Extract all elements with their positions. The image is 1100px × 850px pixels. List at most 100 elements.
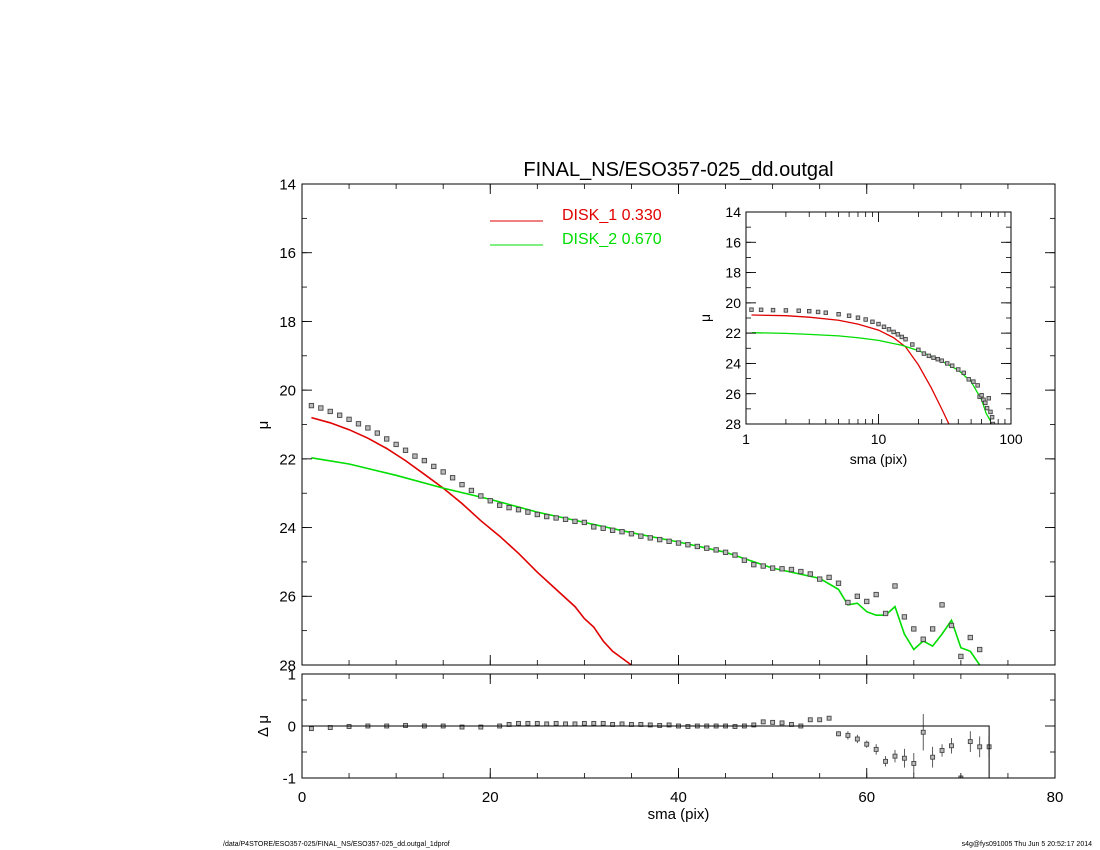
inset-y-axis-label: μ [697, 314, 713, 322]
data-point [741, 557, 748, 563]
y-tick-label: 28 [725, 416, 741, 432]
data-point [977, 744, 983, 750]
data-point [854, 736, 860, 742]
data-point [854, 593, 860, 599]
data-point [544, 513, 550, 520]
data-point [572, 721, 578, 727]
x-tick-label: 40 [670, 789, 687, 806]
data-point [591, 720, 597, 726]
data-point [979, 393, 984, 398]
data-point [412, 453, 418, 459]
y-axis-label: μ [255, 421, 272, 430]
data-point [971, 379, 976, 384]
legend-label: DISK_2 0.670 [562, 231, 662, 248]
data-point [308, 726, 314, 732]
data-point [967, 739, 973, 745]
data-point [966, 377, 971, 382]
data-point [581, 519, 588, 526]
main-profile-panel: 14 16 18 20 22 24 26 28 FINAL_NS/ESO357-025_dd.o… [255, 159, 1056, 674]
data-point [967, 634, 973, 641]
data-point [751, 562, 757, 568]
data-point [562, 516, 569, 522]
data-point [770, 719, 776, 725]
data-point [657, 723, 663, 728]
data-point [600, 720, 606, 726]
data-point [949, 743, 954, 749]
data-point [826, 574, 832, 581]
data-point [440, 469, 446, 475]
data-point [926, 353, 932, 359]
data-point [807, 571, 813, 577]
data-point [647, 722, 653, 728]
y-tick-label: -1 [283, 770, 296, 787]
data-point [988, 409, 993, 415]
data-point [956, 367, 961, 372]
data-point [807, 308, 812, 314]
data-point [609, 527, 616, 533]
data-point [431, 463, 437, 470]
data-point [796, 308, 801, 313]
data-point [769, 565, 776, 571]
data-point [591, 524, 597, 530]
data-point [779, 720, 785, 726]
data-point [553, 515, 559, 521]
data-point [815, 309, 821, 315]
data-point [846, 313, 852, 318]
y-tick-label: 0 [288, 718, 296, 735]
data-point [722, 549, 729, 555]
data-point [835, 580, 842, 586]
data-point [939, 358, 944, 363]
data-point [911, 761, 917, 766]
data-point [983, 400, 988, 406]
x-tick-label: 0 [298, 789, 306, 806]
data-point [873, 746, 879, 752]
data-point [497, 502, 503, 508]
data-point [732, 552, 738, 558]
data-point [901, 614, 908, 620]
x-tick-label: 1 [742, 431, 750, 447]
y-tick-label: 14 [279, 176, 296, 193]
y-tick-label: 26 [279, 589, 296, 606]
data-point [704, 545, 710, 551]
data-point [647, 535, 653, 541]
inset-log-panel: 14 16 18 20 22 24 26 281 10 100 sma (pix) μ [697, 204, 1023, 467]
data-point [958, 653, 964, 660]
data-point [346, 724, 352, 729]
data-point [506, 504, 512, 511]
data-point [930, 754, 936, 760]
data-point [899, 334, 905, 340]
data-point [984, 405, 990, 411]
data-point [863, 317, 868, 322]
data-point [525, 509, 531, 515]
data-point [384, 436, 390, 442]
data-point [628, 531, 635, 537]
data-point [393, 441, 399, 448]
data-point [845, 732, 851, 738]
data-point [421, 457, 428, 464]
data-point [876, 321, 881, 327]
data-point [895, 332, 901, 337]
data-point [478, 724, 484, 730]
data-point [403, 723, 408, 728]
data-point [989, 414, 995, 420]
data-point [402, 447, 409, 453]
inset-x-axis-label: sma (pix) [850, 451, 908, 467]
series-line [751, 314, 950, 424]
data-point [694, 543, 700, 550]
data-point [886, 327, 892, 332]
data-point [901, 755, 907, 761]
x-tick-label: 100 [999, 431, 1023, 447]
data-point [534, 511, 540, 518]
data-point [478, 493, 484, 499]
plot-area [308, 402, 983, 665]
y-tick-label: 1 [288, 666, 296, 683]
y-tick-label: 18 [725, 265, 741, 281]
data-point [892, 583, 898, 589]
chart-title: FINAL_NS/ESO357-025_dd.outgal [523, 159, 833, 181]
data-point [788, 566, 795, 573]
data-point [327, 408, 333, 415]
data-point [308, 402, 315, 409]
data-point [355, 421, 362, 427]
data-point [553, 720, 559, 726]
x-tick-label: 60 [858, 789, 875, 806]
